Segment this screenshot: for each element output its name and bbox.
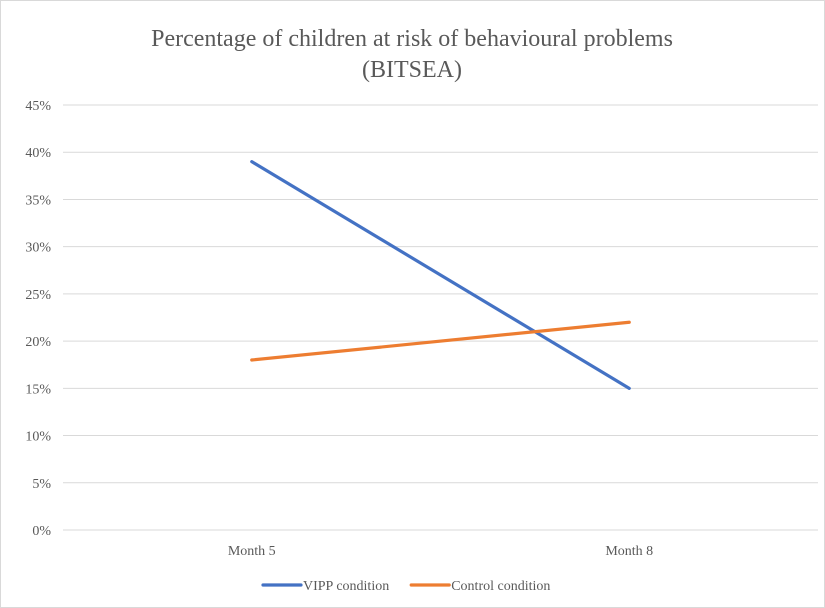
y-tick-label: 30%: [25, 241, 51, 256]
y-tick-label: 35%: [25, 193, 51, 208]
y-tick-label: 25%: [25, 288, 51, 303]
y-tick-label: 15%: [25, 382, 51, 397]
y-tick-label: 20%: [25, 335, 51, 350]
y-tick-label: 0%: [32, 524, 51, 539]
legend-label: Control condition: [451, 579, 550, 594]
series-lines: [250, 160, 631, 390]
y-tick-label: 10%: [25, 430, 51, 445]
gridlines: [63, 104, 818, 531]
legend: VIPP condition Control condition: [261, 579, 550, 594]
x-tick-label: Month 8: [605, 544, 653, 559]
x-axis-ticks: Month 5 Month 8: [228, 544, 653, 559]
y-tick-label: 40%: [25, 146, 51, 161]
chart-title: Percentage of children at risk of behavi…: [151, 26, 673, 52]
y-tick-label: 45%: [25, 99, 51, 114]
chart-subtitle: (BITSEA): [362, 57, 462, 83]
y-axis-ticks: 0% 5% 10% 15% 20% 25% 30% 35% 40% 45%: [25, 99, 51, 539]
series-line: [250, 320, 631, 362]
y-tick-label: 5%: [32, 477, 51, 492]
series-line: [250, 160, 631, 390]
x-tick-label: Month 5: [228, 544, 276, 559]
legend-label: VIPP condition: [303, 579, 389, 594]
